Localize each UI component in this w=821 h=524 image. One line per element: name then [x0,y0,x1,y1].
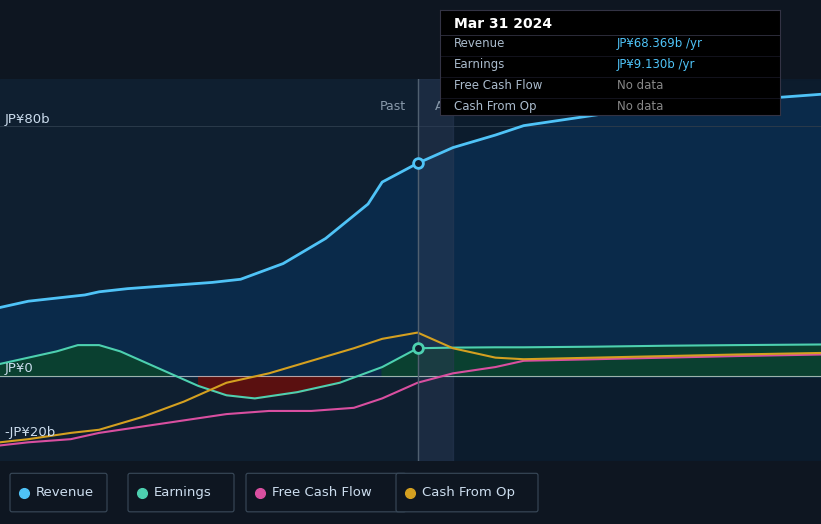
Bar [0,79,418,461]
Text: Past: Past [380,100,406,113]
Text: JP¥0: JP¥0 [4,362,33,375]
Bar [418,79,821,461]
Text: Mar 31 2024: Mar 31 2024 [453,17,552,31]
FancyBboxPatch shape [246,473,406,512]
Text: No data: No data [617,100,663,113]
Bar [418,79,453,461]
Text: -JP¥20b: -JP¥20b [4,426,56,439]
Text: No data: No data [617,79,663,92]
Text: Free Cash Flow: Free Cash Flow [453,79,542,92]
Text: JP¥80b: JP¥80b [4,113,50,126]
Text: JP¥68.369b /yr: JP¥68.369b /yr [617,37,703,50]
FancyBboxPatch shape [396,473,538,512]
Text: Free Cash Flow: Free Cash Flow [272,486,372,499]
Text: Revenue: Revenue [36,486,94,499]
Text: Earnings: Earnings [453,58,505,71]
FancyBboxPatch shape [10,473,107,512]
Text: JP¥9.130b /yr: JP¥9.130b /yr [617,58,695,71]
Text: Analysts Forecasts: Analysts Forecasts [434,100,551,113]
Text: Earnings: Earnings [154,486,212,499]
Text: Cash From Op: Cash From Op [422,486,515,499]
Text: Cash From Op: Cash From Op [453,100,536,113]
Text: Revenue: Revenue [453,37,505,50]
FancyBboxPatch shape [128,473,234,512]
